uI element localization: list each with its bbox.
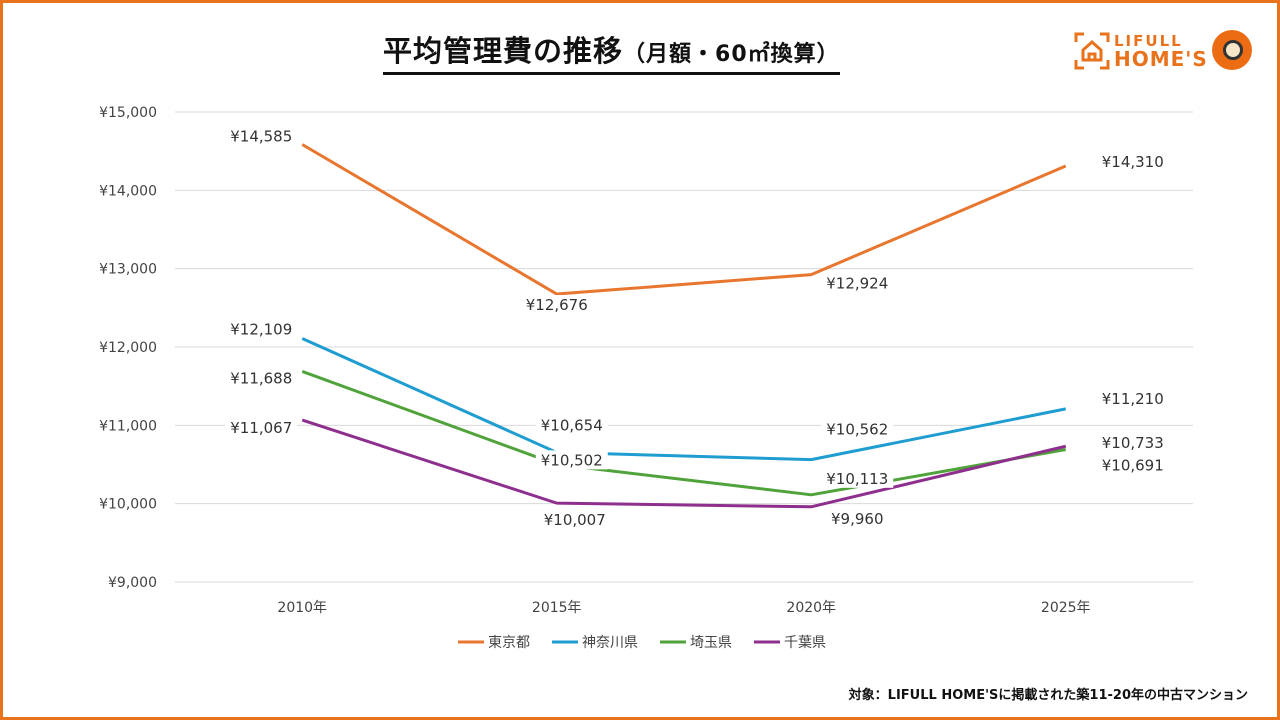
data-label-bg bbox=[225, 126, 298, 146]
y-tick-label: ¥13,000 bbox=[99, 262, 157, 278]
title-sub: （月額・60㎡換算） bbox=[623, 42, 840, 67]
data-label: ¥12,676 bbox=[526, 296, 588, 314]
data-label: ¥10,654 bbox=[541, 416, 603, 434]
lifull-homes-logo: LIFULL HOME'S bbox=[1072, 30, 1257, 74]
data-label: ¥9,960 bbox=[831, 510, 884, 528]
x-tick-label: 2025年 bbox=[1041, 600, 1091, 616]
data-label-bg bbox=[821, 419, 894, 439]
logo-line1: LIFULL bbox=[1114, 32, 1183, 50]
data-label: ¥14,585 bbox=[230, 128, 292, 146]
house-icon bbox=[1074, 32, 1110, 70]
data-label-bg bbox=[1096, 388, 1169, 408]
data-label-bg bbox=[821, 508, 894, 528]
data-label-bg bbox=[535, 450, 608, 470]
data-label-bg bbox=[535, 415, 608, 435]
legend-label: 東京都 bbox=[488, 635, 530, 651]
data-label-bg bbox=[538, 510, 611, 530]
data-label: ¥10,007 bbox=[544, 511, 606, 529]
y-tick-label: ¥9,000 bbox=[108, 575, 157, 591]
data-label-bg bbox=[1096, 152, 1169, 172]
data-label: ¥10,691 bbox=[1102, 457, 1164, 475]
legend-label: 千葉県 bbox=[784, 635, 826, 651]
footnote: 対象：LIFULL HOME'Sに掲載された築11-20年の中古マンション bbox=[848, 688, 1248, 703]
data-label: ¥12,109 bbox=[230, 320, 292, 338]
data-label: ¥11,067 bbox=[230, 419, 292, 437]
data-label-bg bbox=[1096, 455, 1169, 475]
chart-title: 平均管理費の推移（月額・60㎡換算） bbox=[383, 28, 840, 75]
y-tick-label: ¥10,000 bbox=[99, 497, 157, 513]
x-tick-label: 2010年 bbox=[277, 600, 327, 616]
data-label-bg bbox=[225, 368, 298, 388]
data-label-bg bbox=[225, 319, 298, 339]
legend-label: 神奈川県 bbox=[582, 635, 638, 651]
data-label: ¥11,688 bbox=[230, 369, 292, 387]
data-label: ¥12,924 bbox=[826, 275, 888, 293]
series-line-2 bbox=[301, 337, 1067, 462]
data-label-bg bbox=[1096, 433, 1169, 453]
series-line-4 bbox=[301, 418, 1067, 509]
series-line-1 bbox=[301, 143, 1067, 296]
x-tick-label: 2015年 bbox=[532, 600, 582, 616]
data-label: ¥10,733 bbox=[1102, 434, 1164, 452]
data-label-bg bbox=[520, 295, 593, 315]
y-tick-label: ¥11,000 bbox=[99, 418, 157, 434]
y-tick-label: ¥15,000 bbox=[99, 105, 157, 121]
data-label: ¥10,562 bbox=[826, 421, 888, 439]
data-label: ¥10,502 bbox=[541, 451, 603, 469]
x-tick-label: 2020年 bbox=[786, 600, 836, 616]
series-line-3 bbox=[301, 370, 1067, 497]
mascot-icon bbox=[1212, 30, 1252, 70]
title-main: 平均管理費の推移 bbox=[383, 34, 624, 68]
legend-label: 埼玉県 bbox=[690, 635, 732, 651]
logo-line2: HOME'S bbox=[1114, 47, 1208, 71]
data-label-bg bbox=[821, 468, 894, 488]
y-tick-label: ¥14,000 bbox=[99, 183, 157, 199]
data-label: ¥14,310 bbox=[1102, 153, 1164, 171]
data-label: ¥11,210 bbox=[1102, 390, 1164, 408]
data-label-bg bbox=[821, 273, 894, 293]
y-tick-label: ¥12,000 bbox=[99, 340, 157, 356]
data-label: ¥10,113 bbox=[826, 470, 888, 488]
data-label-bg bbox=[225, 418, 298, 438]
